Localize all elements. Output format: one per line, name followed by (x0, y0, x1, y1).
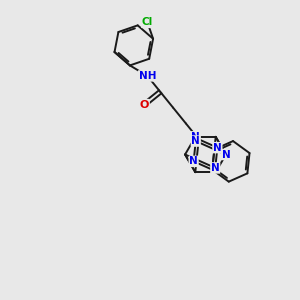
Text: N: N (221, 149, 230, 160)
Text: N: N (211, 163, 220, 173)
Text: N: N (213, 142, 222, 153)
Text: N: N (191, 136, 200, 146)
Text: N: N (189, 156, 198, 167)
Text: O: O (140, 100, 149, 110)
Text: NH: NH (139, 71, 156, 81)
Text: N: N (191, 132, 200, 142)
Text: Cl: Cl (142, 17, 153, 27)
